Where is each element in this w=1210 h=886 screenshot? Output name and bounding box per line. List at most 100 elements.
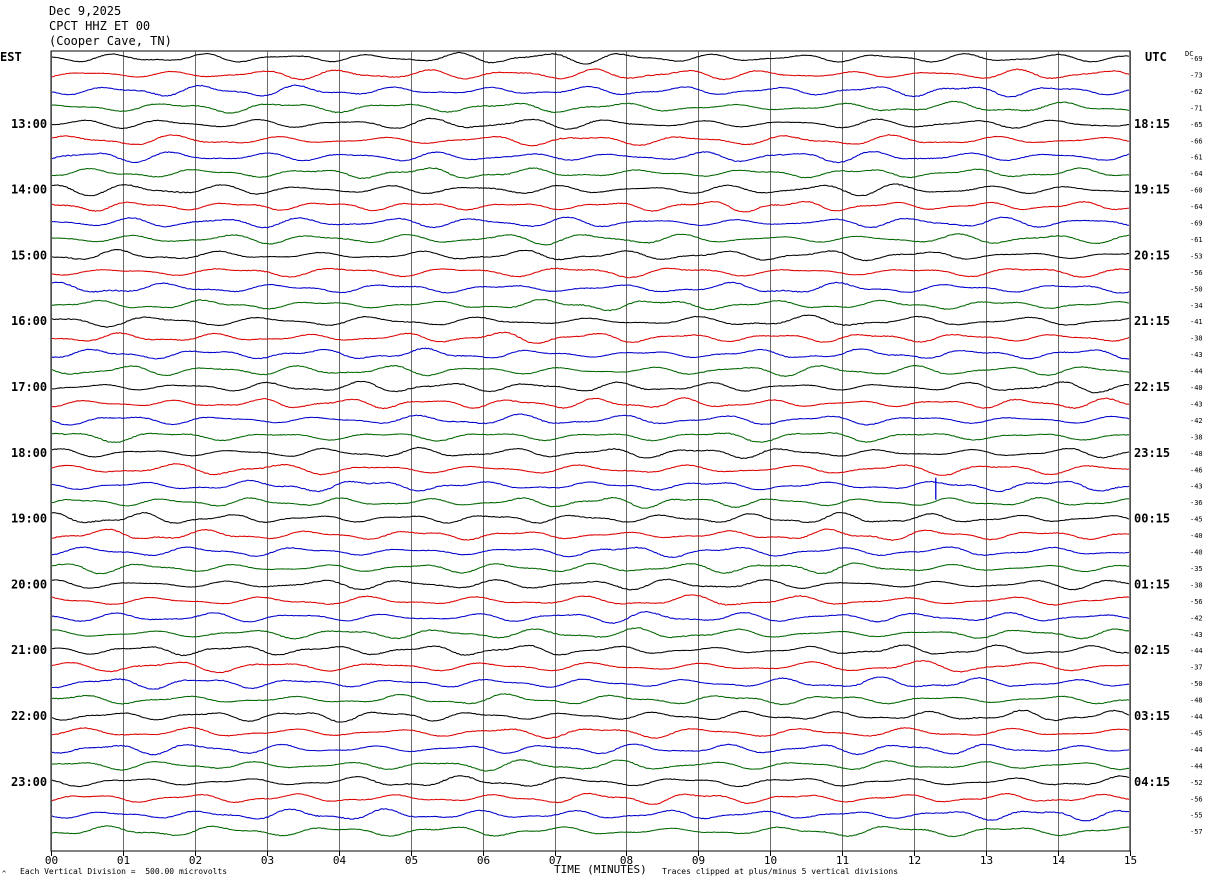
dc-offset-label: -56 (1190, 795, 1203, 803)
seismic-trace (51, 528, 1130, 542)
dc-offset-label: -73 (1190, 71, 1203, 79)
seismic-trace (51, 743, 1130, 756)
left-hour-label: 23:00 (11, 775, 47, 789)
seismic-trace (51, 84, 1130, 98)
seismic-trace (51, 100, 1130, 114)
seismic-trace (51, 413, 1130, 426)
x-tick-label: 13 (980, 854, 993, 867)
left-hour-label: 14:00 (11, 183, 47, 197)
right-hour-label: 22:15 (1134, 380, 1170, 394)
seismic-trace (51, 775, 1130, 788)
dc-offset-label: -60 (1190, 187, 1203, 195)
x-tick-label: 11 (836, 854, 849, 867)
seismic-trace (51, 611, 1130, 624)
seismic-trace (51, 792, 1130, 805)
seismic-trace (51, 594, 1130, 606)
dc-offset-label: -38 (1190, 335, 1203, 343)
seismic-trace (51, 347, 1130, 360)
scale-note: Each Vertical Division = 500.00 microvol… (20, 867, 228, 876)
seismic-trace (51, 51, 1130, 65)
x-tick-label: 14 (1052, 854, 1066, 867)
right-hour-label: 02:15 (1134, 643, 1170, 657)
seismic-trace (51, 496, 1130, 509)
dc-offset-label: -38 (1190, 581, 1203, 589)
header-date: Dec 9,2025 (49, 4, 122, 18)
dc-header-label: DC (1185, 50, 1193, 58)
dc-offset-label: -44 (1190, 647, 1203, 655)
dc-offset-label: -44 (1190, 746, 1203, 754)
x-tick-label: 09 (692, 854, 705, 867)
x-tick-label: 10 (764, 854, 777, 867)
seismic-trace (51, 512, 1130, 524)
dc-offset-label: -56 (1190, 598, 1203, 606)
header-station: CPCT HHZ ET 00 (49, 19, 151, 33)
dc-offset-label: -45 (1190, 516, 1203, 524)
dc-offset-label: -44 (1190, 368, 1203, 376)
x-tick-label: 06 (477, 854, 490, 867)
seismic-trace (51, 693, 1130, 706)
dc-offset-label: -50 (1190, 285, 1203, 293)
seismic-trace (51, 248, 1130, 262)
dc-offset-label: -43 (1190, 400, 1203, 408)
dc-offset-label: -40 (1190, 532, 1203, 540)
dc-offset-label: -45 (1190, 729, 1203, 737)
seismic-trace (51, 397, 1130, 410)
x-tick-label: 08 (620, 854, 633, 867)
dc-offset-label: -61 (1190, 236, 1203, 244)
grid-layer (50, 50, 1131, 856)
left-zone-label: EST (0, 50, 22, 64)
header-location: (Cooper Cave, TN) (49, 34, 172, 48)
seismic-trace (51, 446, 1130, 460)
dc-offset-label: -34 (1190, 302, 1203, 310)
seismic-trace (51, 380, 1130, 394)
dc-offset-label: -43 (1190, 631, 1203, 639)
dc-offset-label: -64 (1190, 203, 1203, 211)
dc-offset-label: -46 (1190, 466, 1203, 474)
seismic-trace (51, 281, 1130, 294)
seismic-trace (51, 200, 1130, 213)
dc-offset-label: -48 (1190, 697, 1203, 705)
seismic-trace (51, 676, 1130, 690)
right-hour-label: 03:15 (1134, 709, 1170, 723)
seismic-trace (51, 562, 1130, 575)
seismic-trace (51, 233, 1130, 246)
seismic-trace (51, 117, 1130, 130)
seismic-trace (51, 726, 1130, 739)
dc-offset-label: -55 (1190, 812, 1203, 820)
seismic-trace (51, 183, 1130, 197)
dc-offset-label: -69 (1190, 55, 1203, 63)
right-hour-label: 23:15 (1134, 446, 1170, 460)
dc-offset-label: -38 (1190, 433, 1203, 441)
seismic-trace (51, 432, 1130, 443)
seismic-trace (51, 627, 1130, 640)
x-tick-label: 15 (1124, 854, 1137, 867)
seismic-trace (51, 479, 1130, 493)
seismic-trace (51, 68, 1130, 81)
seismic-trace (51, 364, 1130, 377)
right-zone-label: UTC (1145, 50, 1167, 64)
right-hour-label: 19:15 (1134, 183, 1170, 197)
dc-offset-label: -41 (1190, 318, 1203, 326)
dc-offset-label: -42 (1190, 417, 1203, 425)
seismic-trace (51, 216, 1130, 229)
seismic-trace (51, 151, 1130, 164)
dc-offset-label: -43 (1190, 351, 1203, 359)
seismic-trace (51, 314, 1130, 328)
seismic-trace (51, 825, 1130, 838)
left-hour-label: 20:00 (11, 577, 47, 591)
x-tick-label: 01 (117, 854, 130, 867)
dc-offset-label: -35 (1190, 565, 1203, 573)
dc-offset-label: -57 (1190, 828, 1203, 836)
seismic-trace (51, 463, 1130, 476)
left-hour-label: 18:00 (11, 446, 47, 460)
seismic-trace (51, 709, 1130, 723)
seismic-trace (51, 267, 1130, 279)
seismic-trace (51, 660, 1130, 674)
seismic-trace (51, 331, 1130, 345)
left-hour-label: 19:00 (11, 512, 47, 526)
dc-offset-label: -53 (1190, 252, 1203, 260)
dc-offset-label: -62 (1190, 88, 1203, 96)
x-tick-label: 12 (908, 854, 921, 867)
label-layer: 00 01 02 03 04 05 06 07 08 09 10 11 12 13 14 15 -69 -73 -6… (0, 50, 1203, 867)
seismic-trace (51, 167, 1130, 180)
